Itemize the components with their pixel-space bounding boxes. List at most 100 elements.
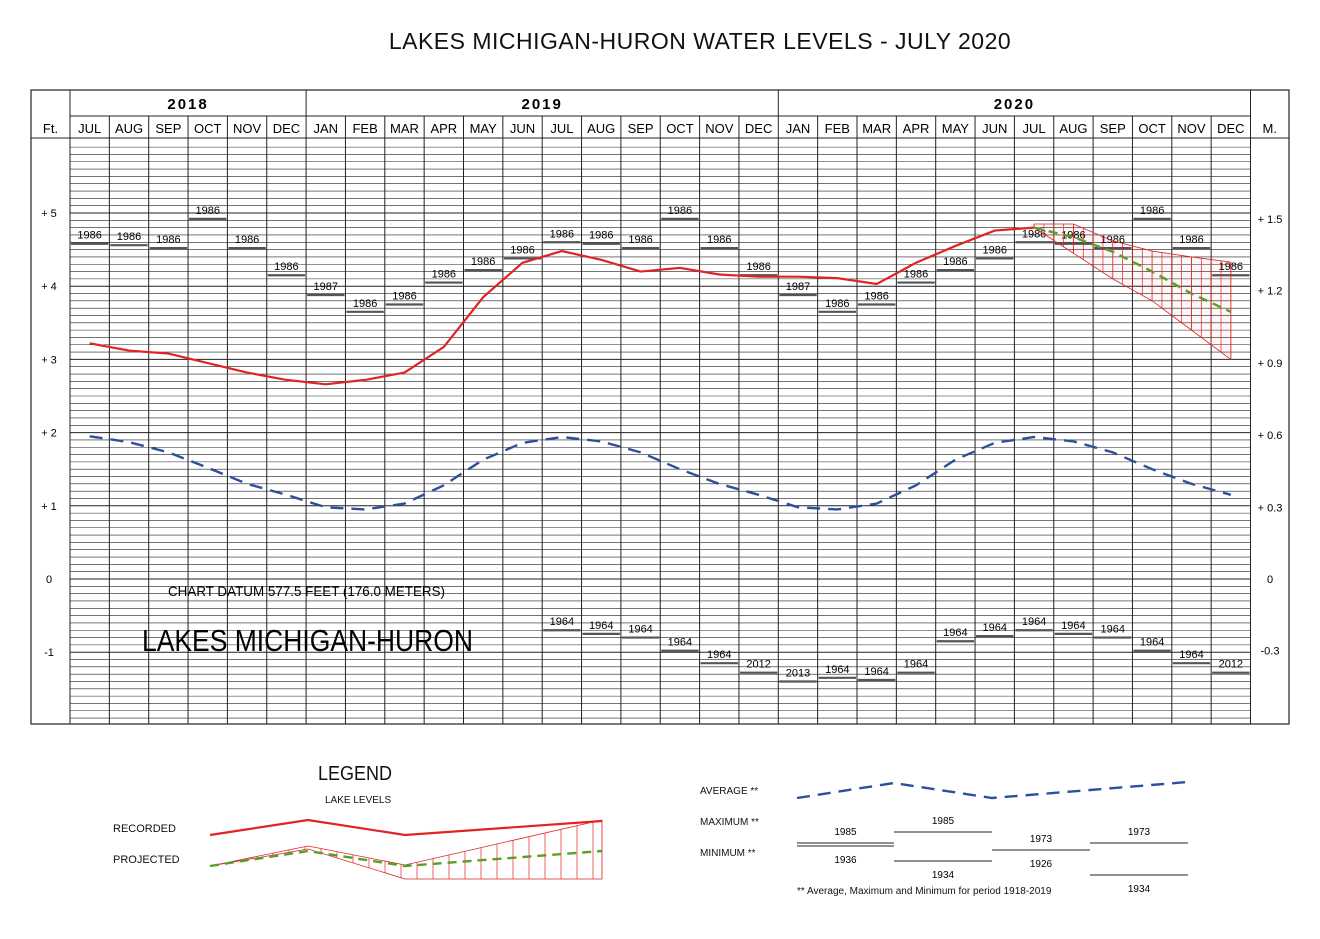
min-record-year: 1964 (1179, 649, 1203, 661)
month-label: MAY (470, 121, 498, 136)
legend-average-label: AVERAGE ** (700, 786, 759, 797)
min-record-year: 1964 (1022, 616, 1046, 628)
month-label: SEP (628, 121, 654, 136)
legend-minimum-year: 1936 (834, 855, 857, 866)
legend-maximum-year: 1973 (1030, 834, 1053, 845)
max-record-year: 1986 (904, 269, 928, 281)
legend-average-line (796, 780, 1189, 800)
min-record-year: 1964 (628, 624, 652, 636)
left-tick-label: + 2 (41, 428, 57, 440)
min-record-year: 2013 (786, 667, 810, 679)
max-record-year: 1986 (432, 269, 456, 281)
left-tick-label: + 5 (41, 208, 57, 220)
month-label: JUL (78, 121, 101, 136)
min-record-year: 2012 (1219, 659, 1243, 671)
month-label: OCT (1138, 121, 1166, 136)
month-label: AUG (1059, 121, 1087, 136)
legend-hatching (224, 822, 594, 879)
chart-title: LAKES MICHIGAN-HURON WATER LEVELS - JULY… (388, 28, 1012, 54)
right-tick-label: -0.3 (1261, 646, 1280, 658)
max-record-year: 1986 (707, 234, 731, 246)
min-record-year: 1964 (707, 649, 731, 661)
year-label: 2018 (167, 96, 208, 113)
left-tick-label: -1 (44, 647, 54, 659)
year-label: 2020 (994, 96, 1035, 113)
legend-projected-line (209, 849, 603, 868)
month-label: MAR (862, 121, 891, 136)
right-tick-label: 0 (1267, 574, 1273, 586)
legend-title: LEGEND (318, 763, 393, 785)
min-record-year: 1964 (668, 637, 692, 649)
right-unit-label: M. (1263, 121, 1277, 136)
month-label: DEC (745, 121, 772, 136)
min-record-year: 1964 (825, 664, 849, 676)
month-label: MAY (942, 121, 970, 136)
min-record-year: 1964 (943, 627, 967, 639)
left-tick-label: + 1 (41, 501, 57, 513)
max-record-year: 1986 (550, 228, 574, 240)
legend-minimum-year: 1934 (1128, 884, 1151, 895)
legend-recorded-line (209, 818, 603, 837)
chart-datum-note: CHART DATUM 577.5 FEET (176.0 METERS) (168, 583, 445, 599)
recorded-line (89, 226, 1035, 386)
month-label: DEC (273, 121, 300, 136)
month-label: APR (903, 121, 930, 136)
month-label: JUN (982, 121, 1007, 136)
legend-footnote: ** Average, Maximum and Minimum for peri… (797, 886, 1052, 897)
legend-maximum-year: 1985 (932, 816, 955, 827)
month-label: AUG (115, 121, 143, 136)
max-record-year: 1986 (195, 205, 219, 217)
month-label: SEP (1100, 121, 1126, 136)
max-record-year: 1986 (353, 298, 377, 310)
month-label: JUN (510, 121, 535, 136)
month-label: JAN (313, 121, 338, 136)
month-label: DEC (1217, 121, 1244, 136)
min-record-year: 1964 (904, 659, 928, 671)
right-tick-label: + 1.5 (1258, 214, 1283, 226)
legend-maximum-year: 1985 (834, 827, 857, 838)
min-record-year: 1964 (589, 620, 613, 632)
month-label: AUG (587, 121, 615, 136)
max-record-year: 1986 (943, 256, 967, 268)
month-label: SEP (155, 121, 181, 136)
max-record-year: 1986 (1140, 205, 1164, 217)
left-tick-label: + 3 (41, 354, 57, 366)
legend-minimum-year: 1934 (932, 870, 955, 881)
max-record-year: 1986 (156, 234, 180, 246)
month-label: NOV (233, 121, 262, 136)
max-record-year: 1986 (982, 244, 1006, 256)
max-record-year: 1986 (668, 205, 692, 217)
year-label: 2019 (522, 96, 563, 113)
max-record-year: 1986 (589, 230, 613, 242)
min-record-year: 1964 (1140, 637, 1164, 649)
left-tick-label: 0 (46, 574, 52, 586)
right-tick-label: + 0.3 (1258, 502, 1283, 514)
max-record-year: 1986 (746, 261, 770, 273)
right-tick-label: + 1.2 (1258, 286, 1283, 298)
month-label: FEB (825, 121, 850, 136)
water-level-chart: JUL AUG SEP OCT NOV DEC JAN FEB MAR APR MAY JUN JUL A… (30, 89, 1290, 725)
max-record-year: 1986 (1179, 234, 1203, 246)
legend-recorded-label: RECORDED (113, 823, 176, 835)
max-record-year: 1986 (628, 234, 652, 246)
min-record-year: 1964 (550, 616, 574, 628)
legend-minimum-year: 1926 (1030, 859, 1053, 870)
max-record-year: 1986 (510, 244, 534, 256)
min-record-year: 1964 (1061, 620, 1085, 632)
month-label: NOV (705, 121, 734, 136)
min-record-year: 2012 (746, 659, 770, 671)
legend-maximum-label: MAXIMUM ** (700, 817, 759, 828)
max-record-year: 1986 (235, 234, 259, 246)
month-label: JUL (550, 121, 573, 136)
legend-projected-band (209, 819, 603, 880)
max-record-year: 1986 (864, 291, 888, 303)
month-label: FEB (352, 121, 377, 136)
max-record-year: 1986 (471, 256, 495, 268)
min-record-year: 1964 (864, 666, 888, 678)
right-tick-label: + 0.9 (1258, 358, 1283, 370)
left-unit-label: Ft. (43, 121, 58, 136)
month-label: JUL (1023, 121, 1046, 136)
legend-subtitle: LAKE LEVELS (325, 795, 392, 806)
record-markers: 1986 1986 1986 1986 1986 1986 1987 1986 1986 1986… (71, 205, 1250, 683)
